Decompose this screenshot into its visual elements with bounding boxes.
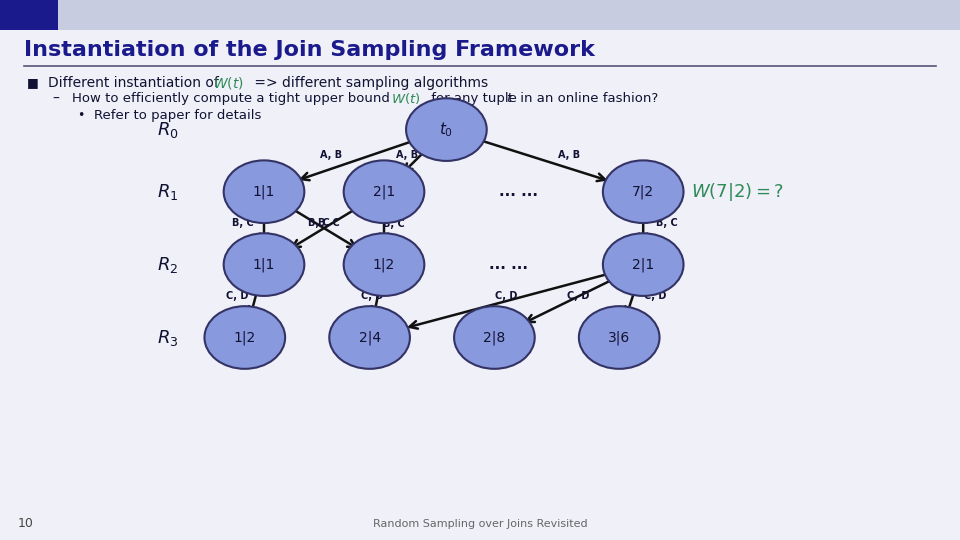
Text: => different sampling algorithms: => different sampling algorithms bbox=[250, 76, 488, 90]
Text: 1|2: 1|2 bbox=[233, 330, 256, 345]
Text: 2|1: 2|1 bbox=[372, 185, 396, 199]
Text: C, D: C, D bbox=[495, 291, 517, 301]
Text: in an online fashion?: in an online fashion? bbox=[516, 92, 659, 105]
Text: –: – bbox=[53, 92, 60, 106]
FancyBboxPatch shape bbox=[0, 0, 58, 30]
Text: 3|6: 3|6 bbox=[608, 330, 631, 345]
Text: ... ...: ... ... bbox=[490, 257, 528, 272]
Text: Instantiation of the Join Sampling Framework: Instantiation of the Join Sampling Frame… bbox=[24, 39, 595, 60]
Text: $R_1$: $R_1$ bbox=[157, 181, 179, 202]
Text: 10: 10 bbox=[17, 517, 34, 530]
Text: Different instantiation of: Different instantiation of bbox=[48, 76, 224, 90]
Ellipse shape bbox=[603, 160, 684, 223]
Text: for any tuple: for any tuple bbox=[427, 92, 521, 105]
Ellipse shape bbox=[344, 233, 424, 296]
Text: $W(t)$: $W(t)$ bbox=[391, 91, 420, 106]
Text: ■: ■ bbox=[27, 76, 38, 89]
Text: How to efficiently compute a tight upper bound: How to efficiently compute a tight upper… bbox=[72, 92, 395, 105]
Text: B, C: B, C bbox=[308, 218, 330, 228]
Text: 1|2: 1|2 bbox=[372, 258, 396, 272]
Text: $t$: $t$ bbox=[506, 92, 514, 105]
Text: Random Sampling over Joins Revisited: Random Sampling over Joins Revisited bbox=[372, 519, 588, 529]
Ellipse shape bbox=[454, 306, 535, 369]
Text: $W(7|2) = ?$: $W(7|2) = ?$ bbox=[691, 181, 784, 202]
Text: C, D: C, D bbox=[567, 291, 589, 301]
Text: A, B: A, B bbox=[396, 150, 419, 160]
Text: C, D: C, D bbox=[361, 291, 383, 301]
Text: 2|8: 2|8 bbox=[483, 330, 506, 345]
Text: •: • bbox=[77, 109, 84, 122]
Ellipse shape bbox=[224, 160, 304, 223]
Text: B, C: B, C bbox=[657, 218, 678, 228]
Text: B, C: B, C bbox=[318, 218, 340, 228]
Ellipse shape bbox=[579, 306, 660, 369]
Ellipse shape bbox=[603, 233, 684, 296]
Text: Refer to paper for details: Refer to paper for details bbox=[94, 109, 261, 122]
Ellipse shape bbox=[344, 160, 424, 223]
Text: 2|4: 2|4 bbox=[358, 330, 381, 345]
Ellipse shape bbox=[406, 98, 487, 161]
Text: 7|2: 7|2 bbox=[632, 185, 655, 199]
Text: C, D: C, D bbox=[226, 291, 249, 301]
Ellipse shape bbox=[204, 306, 285, 369]
Text: $t_0$: $t_0$ bbox=[440, 120, 453, 139]
Text: A, B: A, B bbox=[558, 150, 580, 160]
Text: $R_3$: $R_3$ bbox=[157, 327, 179, 348]
Text: $R_0$: $R_0$ bbox=[157, 119, 179, 140]
Text: C, D: C, D bbox=[644, 291, 666, 301]
Text: B, C: B, C bbox=[232, 218, 253, 228]
Text: $R_2$: $R_2$ bbox=[157, 254, 179, 275]
Text: B, C: B, C bbox=[383, 219, 404, 229]
Text: $W(t)$: $W(t)$ bbox=[213, 75, 244, 91]
Text: 1|1: 1|1 bbox=[252, 258, 276, 272]
Ellipse shape bbox=[329, 306, 410, 369]
Text: 2|1: 2|1 bbox=[632, 258, 655, 272]
Text: A, B: A, B bbox=[320, 150, 343, 160]
Text: ... ...: ... ... bbox=[499, 184, 538, 199]
Ellipse shape bbox=[224, 233, 304, 296]
FancyBboxPatch shape bbox=[0, 0, 960, 30]
Text: 1|1: 1|1 bbox=[252, 185, 276, 199]
